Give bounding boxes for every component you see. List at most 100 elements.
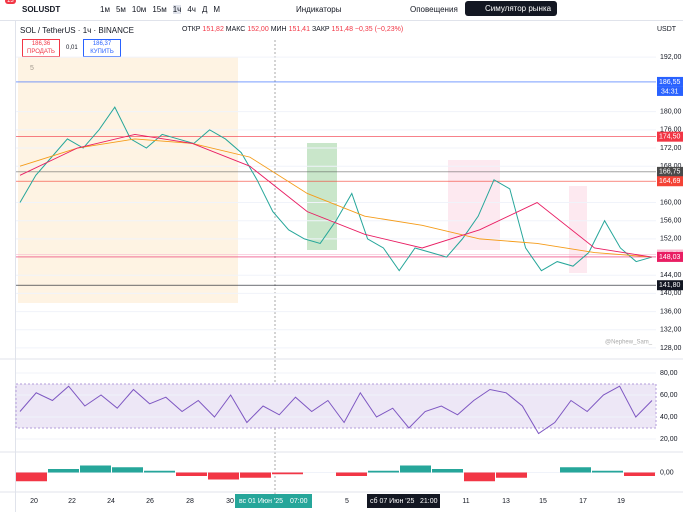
price-label-bg (657, 176, 683, 187)
bar (464, 472, 495, 482)
interval[interactable]: Д (201, 5, 208, 14)
intervals: 1м 5м 10м 15м 1ч 4ч Д М (100, 5, 226, 14)
cursor-date: вс 01 Июн '25 (239, 498, 283, 505)
badge: 13 (5, 0, 16, 4)
y-tick-label: 168,00 (660, 163, 682, 170)
interval[interactable]: 10м (131, 5, 147, 14)
crosshair-time: 21:00 (420, 498, 438, 505)
bar (176, 472, 207, 476)
value: 151,82 (202, 26, 224, 33)
zone (307, 143, 337, 250)
price-label: 186,55 (659, 79, 681, 86)
cursor-time: 07:00 (290, 498, 308, 505)
y-tick-label: 20,00 (660, 436, 678, 443)
change: −0,35 (−0,23%) (354, 26, 404, 33)
buy-label: КУПИТЬ (90, 49, 114, 55)
bar (432, 469, 463, 473)
bar (400, 465, 431, 473)
bar (144, 470, 175, 473)
alerts-button[interactable]: Оповещения (410, 5, 458, 14)
price-label: 148,56 (659, 251, 681, 258)
y-tick-label: 144,00 (660, 272, 682, 279)
cursor-box (235, 494, 312, 508)
y-tick-label: 60,00 (660, 392, 678, 399)
top-toolbar (0, 0, 683, 21)
buy-button[interactable]: 186,37 КУПИТЬ (83, 39, 121, 57)
price-label-bg (657, 76, 683, 87)
indicator-count[interactable]: 5 (30, 65, 34, 72)
value: 151,48 (331, 26, 353, 33)
bar (624, 472, 655, 476)
bar (208, 472, 239, 480)
series-line (19, 138, 653, 258)
label: МИН (270, 26, 287, 33)
price-label: 174,50 (659, 134, 681, 141)
label: ОТКР (182, 26, 201, 33)
label: МАКС (225, 26, 246, 33)
spread: 0,01 (66, 45, 78, 51)
price-label: 166,75 (659, 169, 681, 176)
price-label: 164,69 (659, 178, 681, 185)
simulator-button[interactable]: Симулятор рынка (465, 1, 558, 16)
x-tick-label: 20 (30, 498, 38, 505)
bar (496, 472, 527, 478)
interval[interactable]: 1м (100, 5, 110, 14)
y-tick-label: 132,00 (660, 327, 682, 334)
bar (240, 472, 271, 478)
bar (48, 469, 79, 473)
y-tick-label: 172,00 (660, 145, 682, 152)
series-line (19, 106, 653, 272)
sell-price: 186,36 (31, 41, 51, 47)
interval[interactable]: 1ч (172, 5, 182, 14)
x-tick-label: 26 (146, 498, 154, 505)
price-label-bg (657, 280, 683, 291)
x-tick-label: 5 (345, 498, 349, 505)
rsi-band (15, 383, 657, 429)
y-tick-label: 176,00 (660, 127, 682, 134)
zone (448, 160, 500, 250)
y-tick-label: 152,00 (660, 236, 682, 243)
interval[interactable]: 15м (152, 5, 167, 14)
bar (16, 472, 47, 482)
series-line (19, 385, 653, 435)
y-tick-label: 80,00 (660, 370, 678, 377)
y-tick-label: 128,00 (660, 345, 682, 352)
x-tick-label: 11 (462, 498, 469, 505)
currency: USDT (657, 26, 677, 33)
bar (368, 470, 399, 473)
sell-label: ПРОДАТЬ (27, 49, 55, 55)
price-label-bg (657, 131, 683, 142)
bar (112, 467, 143, 473)
bar (560, 467, 591, 473)
y-tick-label: 156,00 (660, 218, 682, 225)
bar (272, 472, 303, 475)
bar (592, 470, 623, 473)
crosshair-box (367, 494, 440, 508)
legend-title: SOL / TetherUS · 1ч · BINANCE (20, 26, 134, 35)
zone (18, 57, 238, 303)
y-tick-label: 160,00 (660, 199, 682, 206)
y-tick-label: 136,00 (660, 308, 682, 315)
price-label: 148,03 (659, 254, 681, 261)
y-tick-label: 180,00 (660, 109, 682, 116)
interval[interactable]: 4ч (187, 5, 196, 14)
x-tick-label: 30 (226, 498, 234, 505)
price-label-bg (657, 251, 683, 262)
indicators-button[interactable]: Индикаторы (296, 5, 342, 14)
ohlc: ОТКР 151,82 МАКС 152,00 МИН 151,41 ЗАКР … (182, 26, 403, 33)
interval[interactable]: М (213, 5, 221, 14)
x-tick-label: 17 (579, 498, 587, 505)
interval[interactable]: 5м (115, 5, 126, 14)
x-tick-label: 28 (186, 498, 194, 505)
buy-price: 186,37 (92, 41, 112, 47)
x-tick-label: 19 (617, 498, 625, 505)
symbol[interactable]: SOLUSDT (22, 5, 61, 14)
bar (336, 472, 367, 476)
countdown-bg (657, 86, 683, 96)
value: 151,41 (288, 26, 310, 33)
value: 152,00 (247, 26, 269, 33)
sell-button[interactable]: 186,36 ПРОДАТЬ (22, 39, 60, 57)
bar (80, 465, 111, 473)
